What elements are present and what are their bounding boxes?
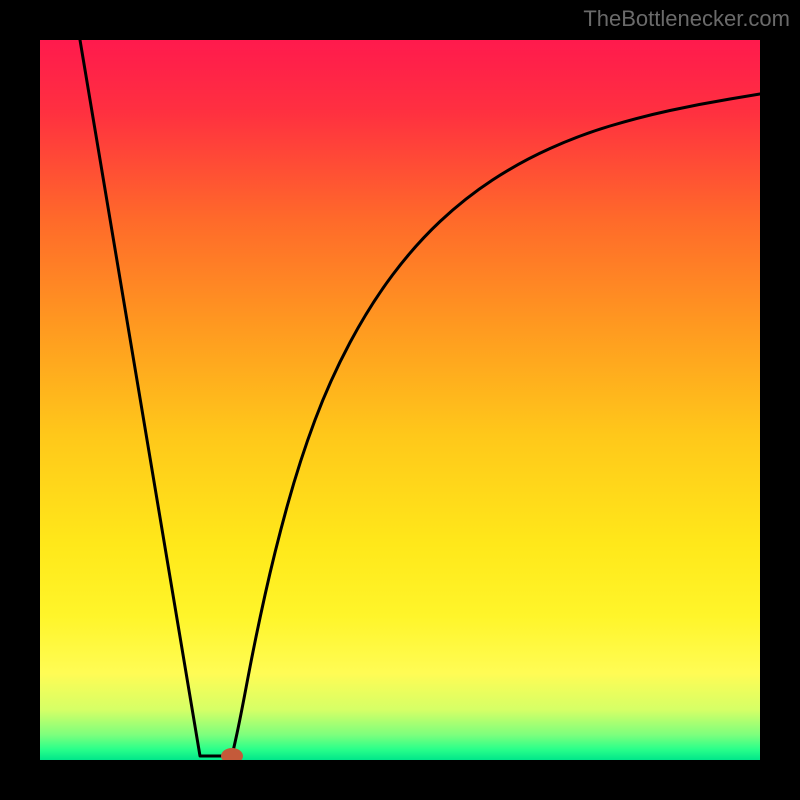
- min-point-marker: [40, 40, 760, 760]
- plot-area: [40, 40, 760, 760]
- chart-container: { "watermark": { "text": "TheBottlenecke…: [0, 0, 800, 800]
- watermark-text: TheBottlenecker.com: [583, 6, 790, 32]
